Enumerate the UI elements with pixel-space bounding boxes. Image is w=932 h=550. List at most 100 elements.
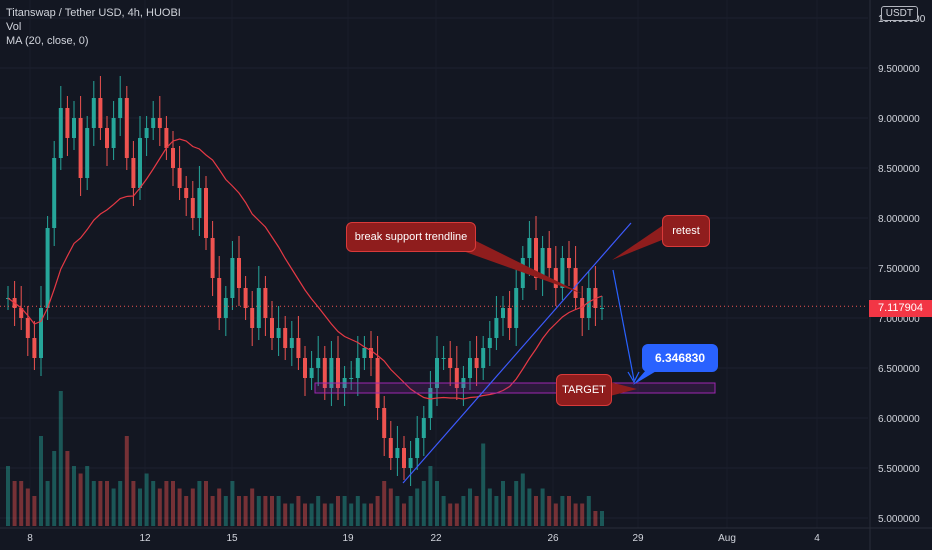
volume-bar — [223, 496, 228, 526]
volume-bar — [547, 496, 552, 526]
candle — [144, 128, 149, 138]
candle — [322, 358, 327, 388]
candle — [567, 258, 571, 268]
candle — [382, 408, 387, 438]
candle — [408, 458, 413, 468]
volume-bar — [171, 481, 175, 526]
volume-bar — [98, 481, 103, 526]
price-tick-label: 9.000000 — [878, 114, 920, 125]
candle — [540, 248, 545, 278]
volume-bar — [395, 496, 400, 526]
target-price-label[interactable]: 6.346830 — [642, 344, 718, 372]
volume-bar — [474, 496, 479, 526]
volume-bar — [111, 488, 116, 526]
time-tick-label: 12 — [139, 533, 151, 544]
candle — [210, 238, 215, 278]
volume-bar — [435, 481, 439, 526]
price-tick-label: 6.500000 — [878, 364, 920, 375]
volume-bar — [580, 503, 585, 526]
time-tick-label: 8 — [27, 533, 33, 544]
candle — [204, 188, 208, 238]
price-tick-label: 7.500000 — [878, 264, 920, 275]
time-tick-label: 15 — [226, 533, 238, 544]
price-tick-label: 6.000000 — [878, 414, 920, 425]
support-trendline — [402, 222, 632, 484]
candle — [388, 438, 393, 458]
time-tick-label: 4 — [814, 533, 820, 544]
volume-bar — [85, 466, 90, 526]
volume-bar — [243, 496, 248, 526]
candle — [520, 258, 525, 288]
candle — [501, 308, 505, 318]
time-tick-label: Aug — [718, 533, 736, 544]
candle — [105, 128, 109, 148]
candle — [223, 298, 228, 318]
ma-line — [7, 138, 603, 400]
volume-bar — [19, 481, 24, 526]
candle — [600, 308, 604, 309]
time-tick-label: 26 — [547, 533, 559, 544]
volume-bar — [441, 496, 446, 526]
ma-indicator-label[interactable]: MA (20, close, 0) — [6, 35, 89, 47]
candle — [395, 448, 400, 458]
volume-indicator-label[interactable]: Vol — [6, 21, 22, 33]
volume-bar — [204, 481, 208, 526]
break-trendline-callout[interactable]: break support trendline — [346, 222, 476, 252]
candle — [507, 308, 512, 328]
time-tick-label: 22 — [430, 533, 442, 544]
candle — [184, 188, 189, 198]
volume-bar — [263, 496, 268, 526]
price-tick-label: 5.500000 — [878, 464, 920, 475]
legend: Titanswap / Tether USD, 4h, HUOBI Vol MA… — [6, 6, 181, 48]
volume-bar — [454, 503, 459, 526]
candle — [270, 318, 274, 338]
candle — [243, 288, 248, 308]
volume-bar — [270, 496, 274, 526]
volume-bar — [520, 473, 525, 526]
volume-bar — [534, 496, 538, 526]
target-zone — [314, 382, 716, 394]
volume-bar — [481, 443, 486, 526]
symbol-title[interactable]: Titanswap / Tether USD, 4h, HUOBI — [6, 7, 181, 19]
currency-button[interactable]: USDT — [880, 6, 918, 21]
volume-bar — [573, 503, 578, 526]
candle — [435, 358, 439, 388]
candle — [58, 108, 63, 158]
candle — [316, 358, 321, 368]
volume-bar — [289, 503, 294, 526]
volume-bar — [362, 503, 367, 526]
volume-bar — [349, 503, 354, 526]
candle — [481, 348, 486, 368]
volume-bar — [600, 511, 604, 526]
volume-bar — [593, 511, 598, 526]
candle — [560, 258, 565, 288]
candle — [553, 268, 558, 288]
candle — [65, 108, 70, 138]
volume-bar — [468, 488, 472, 526]
candle — [131, 158, 136, 188]
price-label-pointer — [633, 370, 658, 385]
candle — [415, 438, 420, 458]
volume-bar — [283, 503, 288, 526]
volume-bar — [184, 496, 189, 526]
volume-bar — [540, 488, 545, 526]
volume-bar — [91, 481, 96, 526]
volume-bar — [124, 436, 129, 526]
candle — [256, 288, 261, 328]
candle — [527, 238, 532, 258]
candle — [151, 118, 156, 128]
candle — [52, 158, 57, 228]
target-callout[interactable]: TARGET — [556, 374, 612, 406]
last-price-badge: 7.117904 — [869, 300, 932, 317]
retest-callout[interactable]: retest — [662, 215, 710, 247]
break-callout-pointer — [460, 240, 583, 294]
price-tick-label: 8.000000 — [878, 214, 920, 225]
candle — [197, 188, 202, 218]
volume-bar — [382, 481, 387, 526]
volume-bar — [39, 436, 43, 526]
candle — [250, 308, 255, 328]
volume-bar — [32, 496, 37, 526]
volume-bar — [560, 496, 565, 526]
volume-bar — [303, 503, 307, 526]
